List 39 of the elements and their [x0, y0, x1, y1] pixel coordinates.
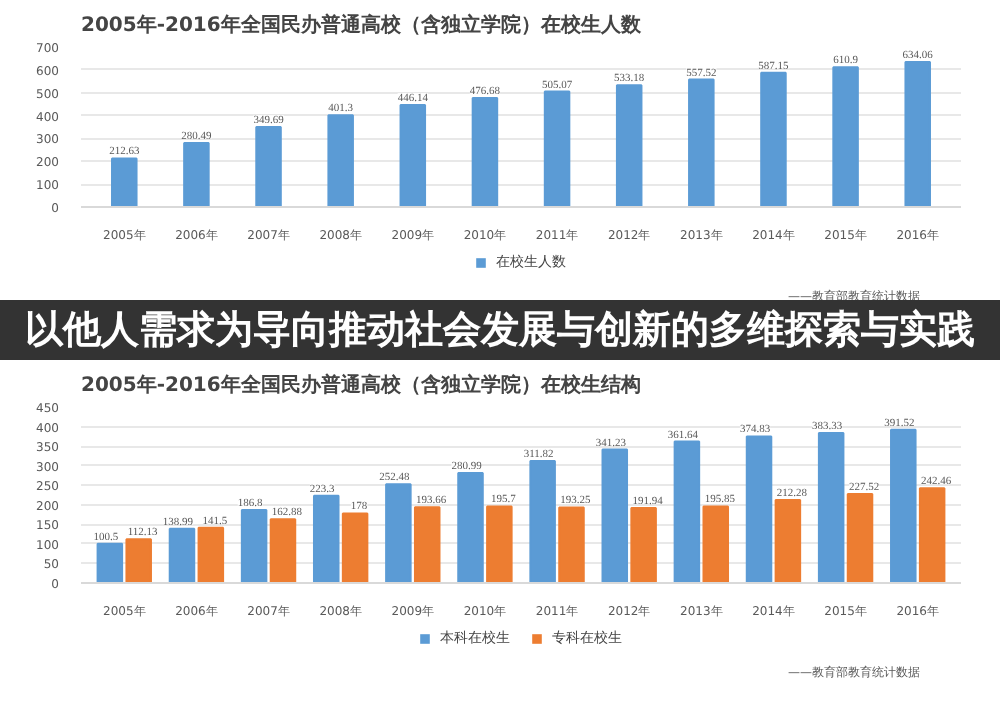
bar	[255, 126, 282, 207]
bar	[817, 432, 845, 583]
bar	[183, 141, 210, 207]
bar	[341, 512, 369, 583]
bar	[471, 97, 499, 207]
bar	[601, 448, 629, 583]
bar	[111, 157, 138, 207]
bar	[486, 505, 513, 583]
bar	[846, 493, 874, 583]
bar	[615, 84, 643, 207]
bar	[702, 505, 730, 583]
bar	[125, 538, 152, 583]
bar	[890, 428, 917, 583]
bar	[96, 542, 124, 583]
bar	[630, 506, 657, 583]
bar	[832, 66, 859, 207]
bar	[168, 527, 196, 583]
bar	[543, 90, 571, 207]
bar	[457, 472, 484, 583]
bar	[688, 78, 715, 207]
bar	[399, 104, 427, 207]
bar	[269, 518, 297, 583]
chart-title: 2005年-2016年全国民办普通高校（含独立学院）在校生结构	[81, 373, 641, 397]
chart-title: 2005年-2016年全国民办普通高校（含独立学院）在校生人数	[81, 13, 643, 37]
text: 以他人需求为导向推动社会发展与创新的多维探索与实践	[25, 308, 975, 352]
bar	[904, 61, 931, 207]
bar	[673, 440, 701, 583]
bar	[197, 526, 225, 583]
bar	[529, 460, 556, 583]
bar	[312, 494, 340, 583]
bar	[413, 506, 441, 583]
bar	[760, 71, 787, 207]
bar	[745, 435, 773, 583]
bar	[774, 498, 802, 583]
bar	[240, 508, 268, 583]
bar	[327, 114, 354, 207]
bar	[558, 506, 585, 583]
bar	[385, 483, 412, 583]
bar	[918, 487, 946, 583]
